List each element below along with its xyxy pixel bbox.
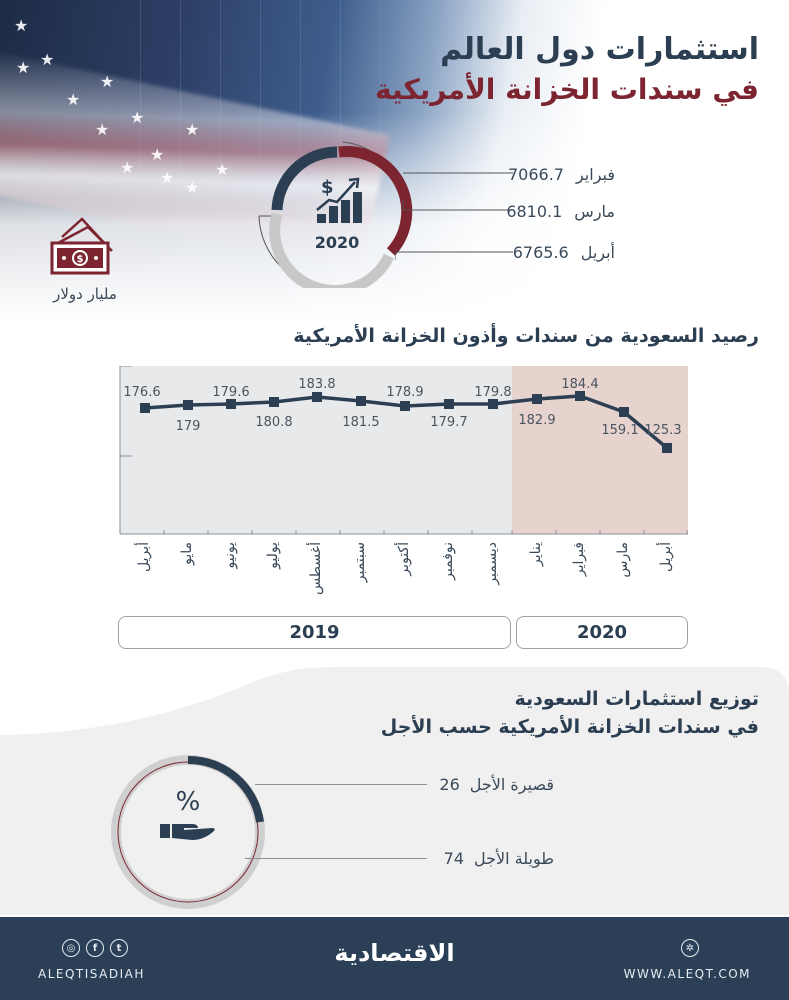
- x-label: يونيو: [222, 542, 238, 569]
- legend-row-april: أبريل 6765.6: [512, 242, 615, 262]
- distribution-title: توزيع استثمارات السعودية في سندات الخزان…: [380, 688, 759, 738]
- twitter-icon[interactable]: t: [110, 939, 128, 957]
- svg-text:181.5: 181.5: [342, 415, 379, 430]
- x-label: مارس: [615, 542, 631, 578]
- legend-row-march: مارس 6810.1: [506, 201, 615, 221]
- x-label: نوفمبر: [440, 542, 456, 580]
- connector-line-short: [255, 784, 427, 785]
- globe-icon[interactable]: ✲: [681, 939, 699, 957]
- social-icons: ◎ f t: [62, 939, 128, 957]
- svg-text:183.8: 183.8: [298, 377, 335, 392]
- svg-text:179: 179: [176, 419, 201, 434]
- title-line-2: في سندات الخزانة الأمريكية: [375, 73, 759, 106]
- footer: ◎ f t ALEQTISADIAH الاقتصادية ✲ WWW.ALEQ…: [0, 917, 789, 1000]
- connector-line-long: [245, 858, 427, 859]
- brand-logo: الاقتصادية: [334, 939, 455, 967]
- x-label: فبراير: [571, 542, 587, 577]
- year-label-2019: 2019: [118, 616, 511, 649]
- term-long: طويلة الأجل 74: [443, 848, 554, 868]
- x-label: سبتمبر: [352, 542, 368, 583]
- svg-text:179.8: 179.8: [474, 385, 511, 400]
- world-holdings-donut: $ 2020: [258, 141, 413, 288]
- term-short: قصيرة الأجل 26: [439, 774, 554, 794]
- legend-row-february: فبراير 7066.7: [507, 164, 615, 184]
- x-label: ديسمبر: [484, 542, 500, 585]
- x-label: أكتوبر: [396, 542, 412, 576]
- svg-text:$: $: [77, 254, 84, 265]
- x-label: أغسطس: [308, 542, 324, 596]
- svg-text:184.4: 184.4: [561, 377, 598, 392]
- x-label: مايو: [179, 542, 195, 565]
- x-axis-labels: أبريل مايو يونيو يوليو أغسطس سبتمبر أكتو…: [118, 540, 688, 610]
- banknote-icon: $: [50, 217, 113, 275]
- svg-text:179.7: 179.7: [430, 415, 467, 430]
- svg-text:180.8: 180.8: [255, 415, 292, 430]
- page-title: استثمارات دول العالم في سندات الخزانة ال…: [375, 30, 759, 110]
- svg-text:179.6: 179.6: [212, 385, 249, 400]
- x-label: أبريل: [136, 542, 152, 573]
- social-handle[interactable]: ALEQTISADIAH: [38, 967, 145, 981]
- x-label: أبريل: [658, 542, 674, 573]
- x-label: يناير: [528, 542, 544, 567]
- website-link[interactable]: WWW.ALEQT.COM: [623, 967, 751, 981]
- svg-text:125.3: 125.3: [644, 423, 681, 438]
- svg-text:159.1: 159.1: [601, 423, 638, 438]
- svg-text:176.6: 176.6: [123, 385, 160, 400]
- legend-connectors: [395, 172, 513, 260]
- instagram-icon[interactable]: ◎: [62, 939, 80, 957]
- saudi-holdings-line-chart: 176.6 179 179.6 180.8 183.8 181.5 178.9 …: [119, 366, 688, 535]
- svg-text:$: $: [321, 177, 334, 198]
- svg-text:178.9: 178.9: [386, 385, 423, 400]
- growth-chart-icon: $: [316, 177, 362, 223]
- svg-text:182.9: 182.9: [518, 413, 555, 428]
- hand-icon: [160, 824, 215, 840]
- unit-label: مليار دولار: [53, 285, 117, 303]
- saudi-chart-title: رصيد السعودية من سندات وأذون الخزانة الأ…: [293, 325, 759, 347]
- year-label-2020: 2020: [516, 616, 688, 649]
- web-icon-wrap: ✲: [681, 939, 699, 957]
- svg-text:%: %: [176, 787, 201, 817]
- term-distribution-donut: %: [111, 755, 265, 909]
- title-line-1: استثمارات دول العالم: [440, 32, 759, 67]
- hero-background-image: ★ ★ ★ ★ ★ ★ ★ ★ ★ ★ ★ ★ ★: [0, 0, 789, 320]
- x-label: يوليو: [265, 542, 281, 569]
- facebook-icon[interactable]: f: [86, 939, 104, 957]
- svg-text:2020: 2020: [315, 233, 360, 252]
